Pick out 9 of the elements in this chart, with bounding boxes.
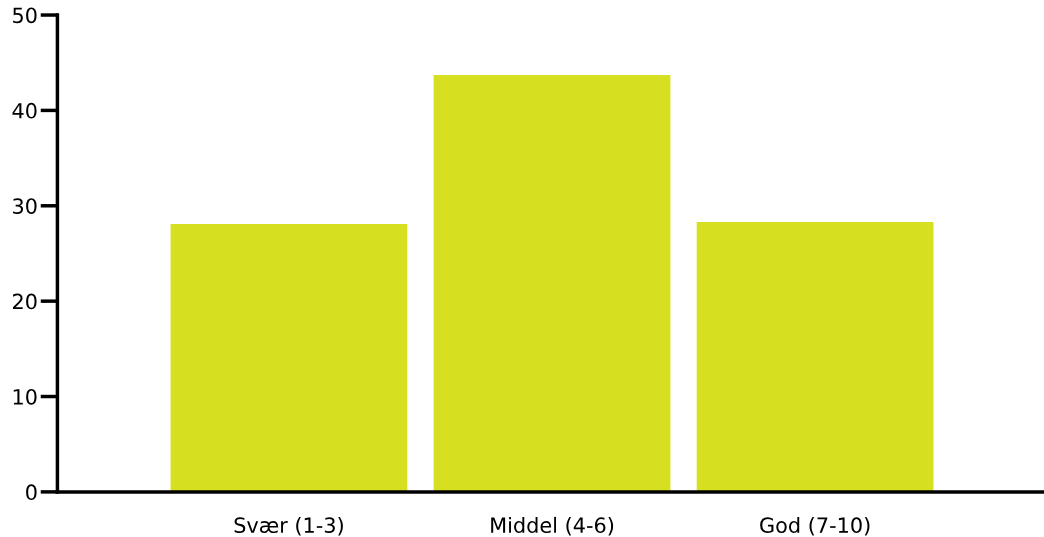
x-tick-label: Middel (4-6) [491, 516, 614, 536]
y-tick-label: 10 [13, 388, 37, 405]
x-tick-label: Svær (1-3) [234, 516, 343, 536]
y-tick-label: 50 [13, 7, 37, 24]
x-tick-label: God (7-10) [760, 516, 870, 536]
y-tick-label: 20 [12, 293, 37, 310]
y-tick-label: 0 [26, 484, 37, 501]
y-tick-label: 40 [12, 102, 37, 119]
y-tick-label: 30 [13, 198, 37, 214]
